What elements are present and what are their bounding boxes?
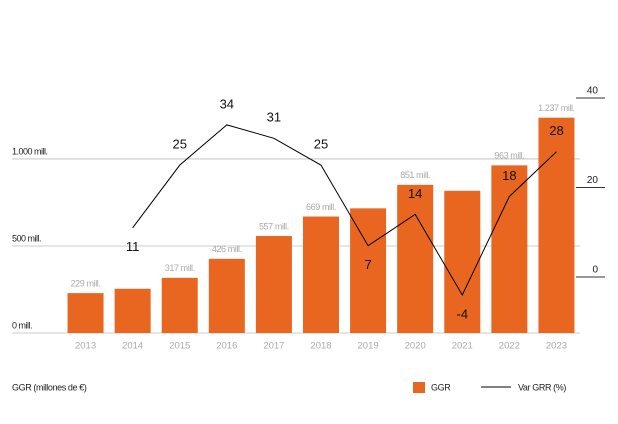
y-tick-label: 1.000 mill.	[12, 146, 48, 156]
bar	[350, 208, 387, 333]
line-value-label: 18	[502, 168, 516, 183]
x-tick-label: 2014	[122, 341, 143, 352]
x-tick-label: 2019	[358, 341, 379, 352]
bar-value-label: 1.237 mill.	[538, 103, 575, 113]
y2-tick-label: 0	[592, 265, 598, 276]
x-tick-label: 2018	[310, 341, 331, 352]
x-tick-label: 2022	[499, 341, 520, 352]
bar	[67, 293, 104, 333]
bar	[444, 190, 481, 333]
line-value-label: 34	[220, 96, 234, 111]
y-axis-label: GGR (millones de €)	[12, 382, 87, 392]
x-tick-label: 2020	[405, 341, 426, 352]
x-tick-label: 2016	[216, 341, 237, 352]
line-value-label: 31	[267, 110, 281, 125]
line-value-label: 25	[172, 137, 186, 152]
x-tick-label: 2017	[263, 341, 284, 352]
line-value-label: -4	[456, 306, 468, 321]
bar	[255, 236, 292, 333]
line-value-label: 28	[549, 123, 563, 138]
bar-value-label: 229 mill.	[71, 279, 101, 289]
line-value-label: 25	[314, 137, 328, 152]
y2-tick-label: 40	[587, 86, 599, 97]
y2-tick-label: 20	[587, 175, 599, 186]
line-value-label: 11	[126, 239, 140, 254]
x-tick-label: 2015	[169, 341, 190, 352]
bar	[161, 277, 198, 333]
bar	[397, 184, 434, 333]
bar	[208, 258, 245, 333]
line	[132, 124, 557, 297]
bar	[538, 117, 575, 333]
bar-value-label: 317 mill.	[165, 263, 195, 273]
legend-swatch	[413, 382, 425, 393]
bar-value-label: 963 mill.	[494, 151, 524, 161]
bar-value-label: 669 mill.	[306, 202, 336, 212]
legend-label: Var GRR (%)	[518, 382, 566, 392]
bar-value-label: 426 mill.	[212, 244, 242, 254]
y-tick-label: 0 mill.	[12, 320, 32, 330]
x-tick-label: 2013	[75, 341, 96, 352]
bar	[491, 165, 528, 333]
bar-value-label: 557 mill.	[259, 221, 289, 231]
legend-label: GGR	[431, 382, 451, 392]
line-value-label: 7	[364, 257, 371, 272]
line-value-label: 14	[408, 186, 422, 201]
bar-value-label: 851 mill.	[400, 170, 430, 180]
x-tick-label: 2023	[546, 341, 567, 352]
bar	[303, 216, 339, 333]
y-tick-label: 500 mill.	[12, 233, 41, 243]
x-tick-label: 2021	[452, 341, 473, 352]
bar	[114, 288, 151, 333]
